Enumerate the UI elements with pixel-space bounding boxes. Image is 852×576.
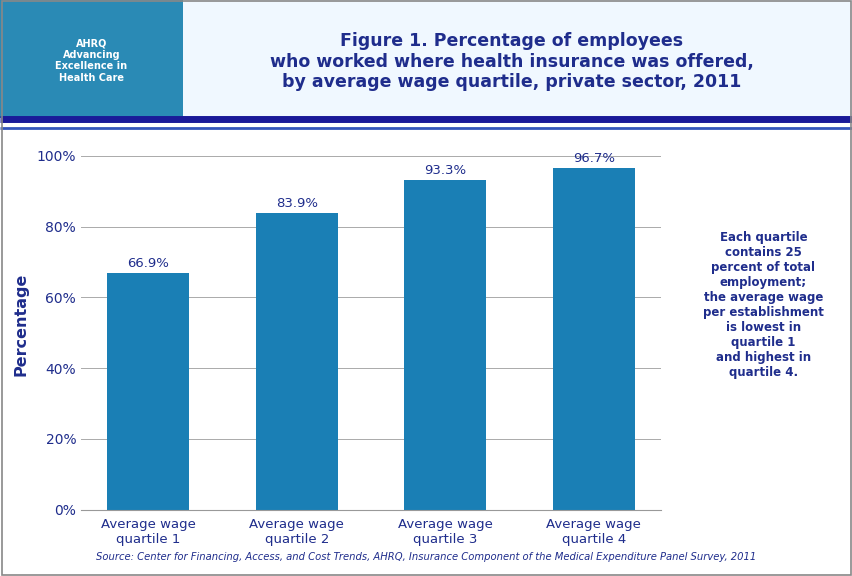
- Text: AHRQ
Advancing
Excellence in
Health Care: AHRQ Advancing Excellence in Health Care: [55, 38, 127, 83]
- Bar: [107, 273, 189, 510]
- Text: 96.7%: 96.7%: [573, 152, 614, 165]
- Text: 66.9%: 66.9%: [127, 257, 169, 270]
- Text: 83.9%: 83.9%: [275, 197, 318, 210]
- Bar: [552, 168, 634, 510]
- Text: 93.3%: 93.3%: [423, 164, 466, 177]
- Bar: [256, 213, 337, 510]
- Y-axis label: Percentage: Percentage: [14, 272, 28, 376]
- Bar: [404, 180, 486, 510]
- Text: Each quartile
contains 25
percent of total
employment;
the average wage
per esta: Each quartile contains 25 percent of tot…: [702, 232, 823, 379]
- Text: Figure 1. Percentage of employees
who worked where health insurance was offered,: Figure 1. Percentage of employees who wo…: [269, 32, 753, 92]
- Text: Source: Center for Financing, Access, and Cost Trends, AHRQ, Insurance Component: Source: Center for Financing, Access, an…: [96, 552, 756, 562]
